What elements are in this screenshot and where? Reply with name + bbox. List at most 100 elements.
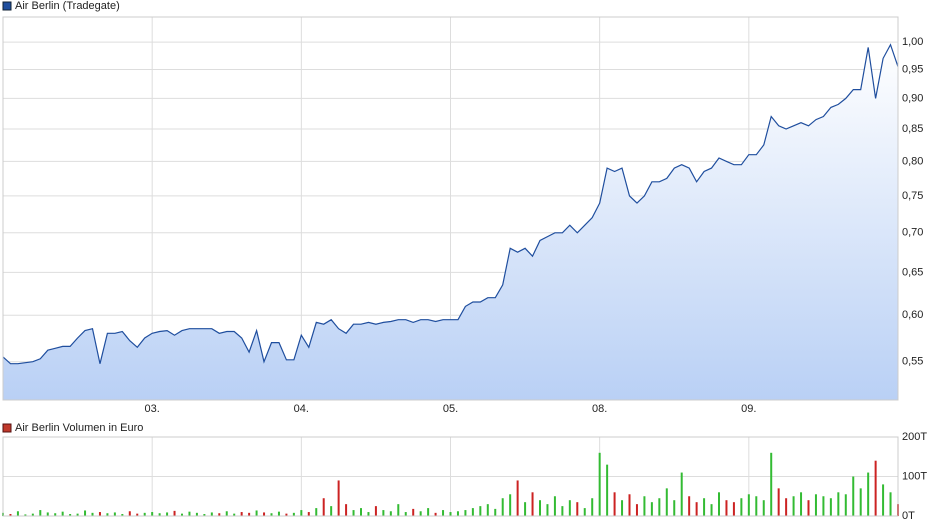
plot-frame bbox=[2, 436, 899, 517]
volume-bar bbox=[695, 502, 698, 516]
volume-bar bbox=[456, 511, 459, 516]
volume-bar bbox=[330, 506, 333, 516]
volume-bar bbox=[16, 511, 19, 516]
volume-bar bbox=[233, 513, 236, 516]
volume-bar bbox=[345, 504, 348, 516]
volume-bar bbox=[166, 512, 169, 516]
volume-bar bbox=[822, 496, 825, 516]
volume-bar bbox=[725, 500, 728, 516]
volume-bar bbox=[315, 508, 318, 516]
volume-bar bbox=[91, 512, 94, 516]
volume-bar bbox=[844, 494, 847, 516]
volume-bar bbox=[740, 498, 743, 516]
volume-bar bbox=[747, 494, 750, 516]
y-tick-label: 0,80 bbox=[902, 155, 923, 167]
volume-bar bbox=[703, 498, 706, 516]
y-tick-label: 1,00 bbox=[902, 36, 923, 48]
x-tick-label: 09. bbox=[741, 403, 756, 415]
volume-bar bbox=[859, 488, 862, 516]
volume-bar bbox=[218, 513, 221, 516]
volume-bar bbox=[501, 498, 504, 516]
legend-label: Air Berlin Volumen in Euro bbox=[15, 422, 143, 434]
volume-bar bbox=[188, 511, 191, 516]
volume-bar bbox=[524, 502, 527, 516]
volume-bar bbox=[449, 512, 452, 516]
volume-bar bbox=[837, 492, 840, 516]
volume-bar bbox=[628, 494, 631, 516]
volume-bar bbox=[352, 510, 355, 516]
volume-bar bbox=[143, 512, 146, 516]
volume-bar bbox=[583, 508, 586, 516]
volume-bar bbox=[427, 508, 430, 516]
volume-bar bbox=[9, 514, 12, 516]
volume-bar bbox=[546, 504, 549, 516]
volume-bar bbox=[136, 513, 139, 516]
volume-bar bbox=[516, 480, 519, 516]
area-fill bbox=[3, 44, 898, 400]
volume-bar bbox=[210, 512, 213, 516]
x-tick-label: 03. bbox=[145, 403, 160, 415]
volume-bar bbox=[39, 510, 42, 516]
volume-bar bbox=[382, 510, 385, 516]
volume-bar bbox=[680, 472, 683, 516]
y-tick-label: 0,85 bbox=[902, 123, 923, 135]
volume-bar bbox=[553, 496, 556, 516]
y-tick-label: 0,95 bbox=[902, 63, 923, 75]
volume-bar bbox=[807, 500, 810, 516]
volume-bar bbox=[419, 511, 422, 516]
volume-bar bbox=[531, 492, 534, 516]
volume-bar bbox=[397, 504, 400, 516]
volume-bar bbox=[561, 506, 564, 516]
volume-bar bbox=[635, 504, 638, 516]
volume-bar bbox=[173, 510, 176, 516]
volume-bar bbox=[658, 498, 661, 516]
volume-bar bbox=[471, 508, 474, 516]
price-line bbox=[2, 43, 899, 365]
volume-bar bbox=[777, 488, 780, 516]
volume-bar bbox=[151, 512, 154, 516]
volume-bar bbox=[307, 512, 310, 516]
volume-bar bbox=[867, 472, 870, 516]
volume-bar bbox=[710, 504, 713, 516]
y-tick-label: 0,70 bbox=[902, 227, 923, 239]
volume-bar bbox=[367, 512, 370, 516]
volume-bar bbox=[128, 511, 131, 516]
volume-bar bbox=[606, 464, 609, 516]
volume-bar bbox=[69, 514, 72, 516]
y-tick-label: 0,90 bbox=[902, 92, 923, 104]
volume-bar bbox=[770, 452, 773, 516]
volume-bar bbox=[576, 502, 579, 516]
volume-bar bbox=[54, 513, 57, 516]
y-tick-label: 0,55 bbox=[902, 356, 923, 368]
volume-bar bbox=[98, 512, 101, 516]
volume-bar bbox=[389, 511, 392, 516]
volume-bar bbox=[568, 500, 571, 516]
volume-bar bbox=[621, 500, 624, 516]
volume-bar bbox=[650, 502, 653, 516]
volume-bar bbox=[673, 500, 676, 516]
volume-bar bbox=[442, 510, 445, 516]
volume-bar bbox=[718, 492, 720, 516]
volume-bar bbox=[665, 488, 668, 516]
volume-bar bbox=[195, 512, 198, 516]
plot-frame bbox=[2, 16, 899, 401]
volume-bar bbox=[374, 506, 377, 516]
volume-bar bbox=[31, 513, 34, 516]
volume-bar bbox=[889, 492, 892, 516]
volume-bar bbox=[360, 508, 362, 516]
volume-bar bbox=[292, 512, 295, 516]
volume-bar bbox=[434, 512, 437, 516]
y-tick-label: 0T bbox=[902, 510, 915, 522]
volume-bar bbox=[106, 513, 109, 516]
volume-bar bbox=[255, 510, 258, 516]
volume-bar bbox=[486, 504, 489, 516]
x-tick-label: 04. bbox=[294, 403, 309, 415]
volume-bar bbox=[285, 513, 288, 516]
volume-bar bbox=[248, 512, 251, 516]
volume-bar bbox=[539, 500, 541, 516]
volume-bar bbox=[263, 512, 266, 516]
volume-bar bbox=[464, 510, 467, 516]
volume-bar bbox=[24, 514, 27, 516]
volume-bar bbox=[225, 511, 228, 516]
volume-bar bbox=[121, 514, 124, 516]
